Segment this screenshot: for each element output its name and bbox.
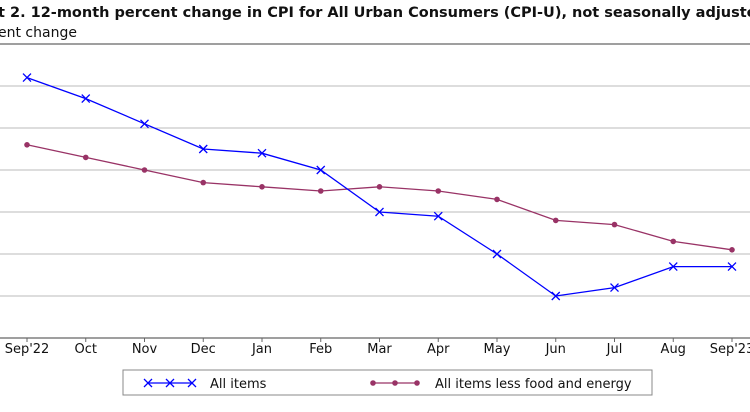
data-point-dot — [141, 167, 148, 173]
data-point-dot — [370, 380, 376, 386]
data-point-x — [610, 283, 619, 293]
legend-label: All items — [210, 377, 267, 392]
data-point-dot — [24, 142, 30, 148]
data-point-x — [165, 378, 175, 388]
x-tick-label: Jun — [545, 342, 566, 357]
data-point-dot — [200, 179, 207, 186]
data-point-x — [143, 378, 153, 388]
x-tick-label: May — [484, 342, 511, 357]
x-tick-label: Sep'23 — [710, 342, 750, 357]
x-tick-label: Mar — [367, 342, 392, 357]
x-tick-label: Aug — [661, 342, 686, 357]
x-tick-label: Dec — [191, 342, 216, 357]
legend-item: All items less food and energy — [370, 377, 632, 392]
data-point-x — [81, 94, 91, 104]
data-point-x — [433, 211, 443, 221]
data-point-x — [316, 165, 326, 175]
data-point-x — [727, 262, 737, 272]
data-point-x — [187, 378, 197, 388]
data-point-x — [22, 73, 32, 83]
data-point-dot — [670, 238, 677, 245]
data-point-dot — [552, 217, 559, 224]
x-tick-label: Oct — [75, 342, 97, 357]
x-tick-label: Apr — [427, 342, 450, 357]
legend-item: All items — [143, 377, 267, 392]
data-point-x — [551, 291, 561, 301]
x-tick-label: Jan — [251, 342, 272, 357]
data-point-x — [375, 207, 384, 217]
series-all-items — [22, 73, 737, 301]
data-point-x — [668, 262, 678, 272]
y-axis-label: ent change — [0, 25, 77, 41]
data-point-dot — [82, 154, 89, 161]
series-line — [26, 144, 733, 251]
series-all-items-less-food-and-energy — [24, 142, 735, 253]
x-tick-label: Sep'22 — [5, 342, 50, 357]
data-point-dot — [729, 247, 735, 253]
data-point-dot — [414, 380, 420, 386]
x-tick-label: Feb — [309, 342, 332, 357]
data-point-dot — [317, 188, 324, 194]
chart-title: t 2. 12-month percent change in CPI for … — [0, 5, 750, 21]
data-point-x — [257, 148, 267, 158]
legend-label: All items less food and energy — [435, 377, 632, 392]
data-point-dot — [392, 380, 398, 386]
data-point-dot — [494, 196, 500, 203]
data-point-x — [492, 249, 502, 259]
data-point-dot — [376, 184, 383, 190]
data-point-x — [140, 119, 149, 129]
data-point-dot — [611, 221, 618, 228]
data-point-dot — [435, 188, 442, 194]
data-point-x — [198, 144, 208, 154]
x-tick-label: Jul — [606, 342, 623, 357]
data-point-dot — [259, 184, 265, 190]
x-tick-label: Nov — [132, 342, 158, 357]
